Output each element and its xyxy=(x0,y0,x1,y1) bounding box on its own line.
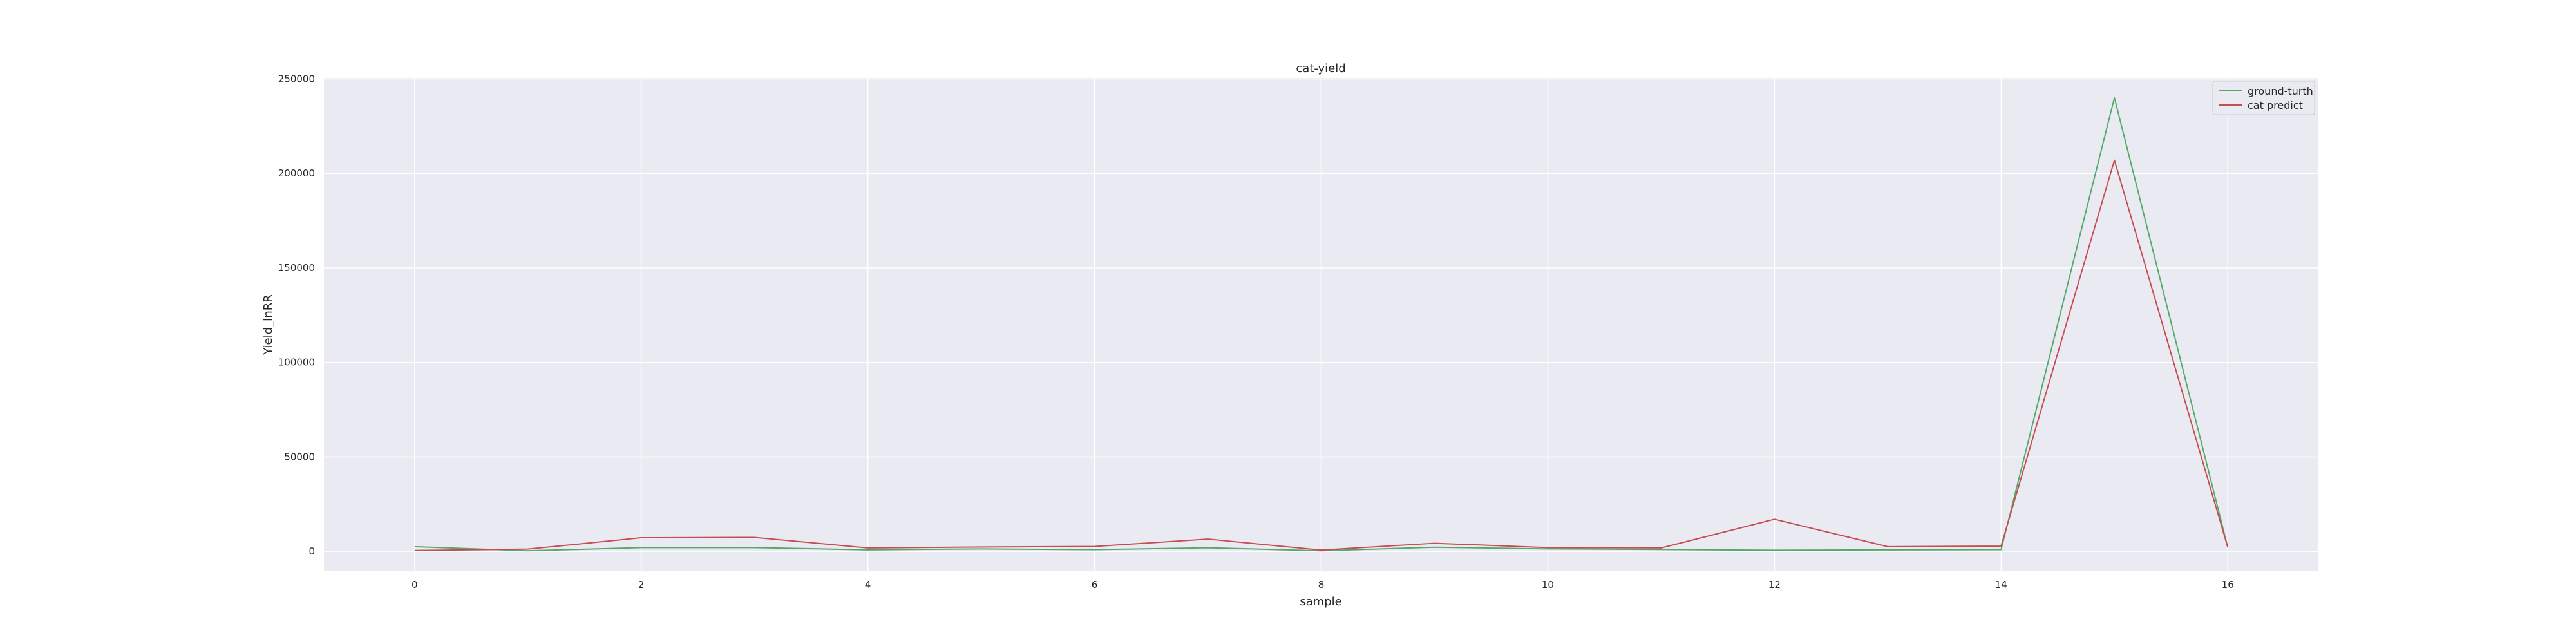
x-tick-label: 6 xyxy=(1092,579,1098,591)
legend: ground-turth cat predict xyxy=(2212,80,2315,115)
y-tick-label: 100000 xyxy=(278,357,315,368)
x-tick-label: 16 xyxy=(2222,579,2234,591)
y-tick-label: 200000 xyxy=(278,167,315,179)
x-tick-label: 8 xyxy=(1318,579,1325,591)
x-tick-label: 2 xyxy=(638,579,645,591)
x-tick-label: 12 xyxy=(1768,579,1781,591)
x-tick-label: 0 xyxy=(412,579,418,591)
y-axis-label: Yield_InRR xyxy=(261,294,275,355)
series-line-ground-turth xyxy=(414,97,2229,552)
x-axis-label: sample xyxy=(1300,595,1341,609)
series-line-cat-predict xyxy=(414,159,2229,551)
y-tick-label: 0 xyxy=(308,545,315,557)
x-tick-labels: 0 2 4 6 8 10 12 14 16 xyxy=(412,579,2234,591)
y-tick-label: 50000 xyxy=(284,451,315,462)
y-tick-label: 250000 xyxy=(278,73,315,84)
legend-label-cat-predict: cat predict xyxy=(2248,99,2303,111)
x-tick-label: 4 xyxy=(865,579,871,591)
series-layer xyxy=(414,97,2229,552)
y-tick-labels: 0 50000 100000 150000 200000 250000 xyxy=(278,73,315,557)
grid-x xyxy=(414,78,2228,571)
y-tick-label: 150000 xyxy=(278,262,315,274)
x-tick-label: 10 xyxy=(1542,579,1554,591)
x-tick-label: 14 xyxy=(1995,579,2007,591)
chart-title: cat-yield xyxy=(1296,62,1345,75)
legend-label-ground-turth: ground-turth xyxy=(2248,85,2313,97)
legend-box xyxy=(2212,80,2315,115)
